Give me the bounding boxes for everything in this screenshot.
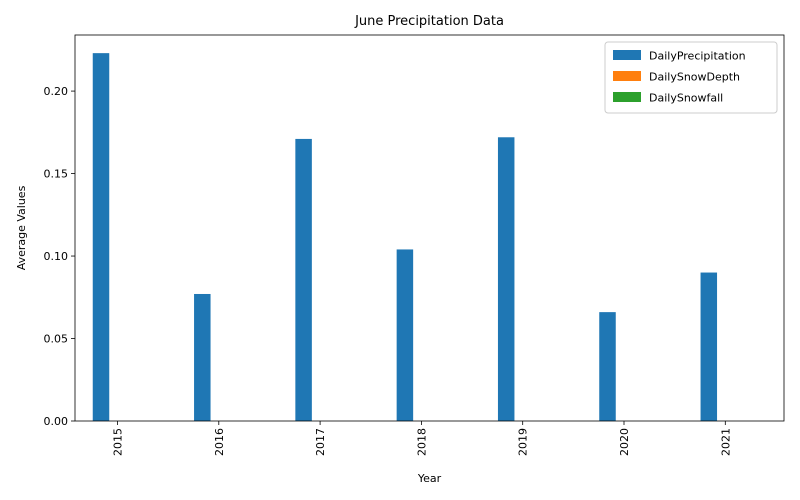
x-tick-label: 2016 bbox=[213, 428, 226, 456]
y-axis: 0.00 0.05 0.10 0.15 0.20 bbox=[44, 85, 75, 428]
x-tick-label: 2019 bbox=[517, 428, 530, 456]
bar-DailyPrecipitation-2016 bbox=[194, 293, 211, 421]
legend-label: DailyPrecipitation bbox=[649, 50, 746, 63]
x-axis-label: Year bbox=[417, 472, 442, 485]
y-tick-label: 0.10 bbox=[44, 250, 69, 263]
legend-label: DailySnowDepth bbox=[649, 71, 740, 84]
bar-DailyPrecipitation-2015 bbox=[92, 53, 110, 422]
legend-swatch bbox=[613, 50, 641, 60]
x-tick-label: 2018 bbox=[415, 428, 428, 456]
plot-frame bbox=[74, 34, 785, 422]
bar-DailyPrecipitation-2020 bbox=[599, 312, 616, 421]
y-tick-label: 0.00 bbox=[44, 415, 69, 428]
y-tick-label: 0.20 bbox=[44, 85, 69, 98]
bar-DailyPrecipitation-2021 bbox=[700, 272, 718, 421]
y-tick-label: 0.15 bbox=[44, 168, 69, 181]
legend: DailyPrecipitation DailySnowDepth DailySno… bbox=[604, 41, 778, 114]
bar-DailyPrecipitation-2017 bbox=[295, 138, 312, 421]
chart-title: June Precipitation Data bbox=[354, 14, 504, 29]
legend-label: DailySnowfall bbox=[649, 92, 723, 105]
bars-layer bbox=[92, 53, 718, 422]
y-axis-label: Average Values bbox=[15, 185, 28, 270]
x-tick-label: 2021 bbox=[719, 428, 732, 456]
bar-DailyPrecipitation-2018 bbox=[396, 249, 414, 421]
legend-swatch bbox=[613, 92, 641, 102]
x-axis: 2015 2016 2017 2018 2019 2020 2021 bbox=[112, 421, 732, 456]
x-tick-label: 2020 bbox=[618, 428, 631, 456]
bar-DailyPrecipitation-2019 bbox=[497, 137, 515, 421]
legend-swatch bbox=[613, 71, 641, 81]
x-tick-label: 2017 bbox=[314, 428, 327, 456]
legend-box bbox=[604, 41, 778, 114]
y-tick-label: 0.05 bbox=[44, 333, 69, 346]
x-tick-label: 2015 bbox=[112, 428, 125, 456]
